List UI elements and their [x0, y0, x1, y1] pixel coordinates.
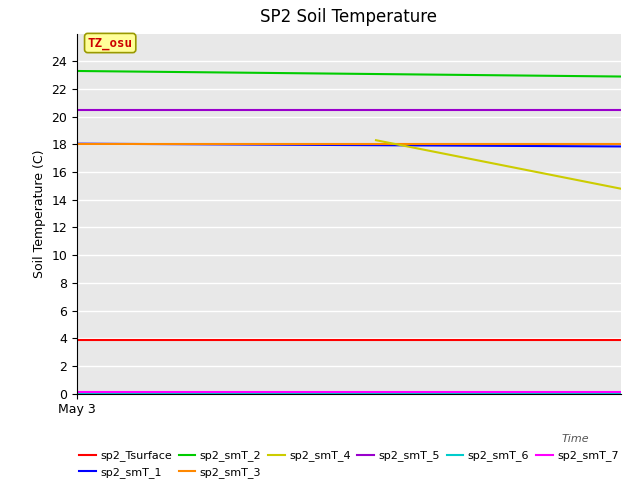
- sp2_smT_4: [372, 137, 380, 143]
- Title: SP2 Soil Temperature: SP2 Soil Temperature: [260, 9, 437, 26]
- Line: sp2_smT_4: sp2_smT_4: [376, 140, 621, 189]
- Text: Time: Time: [561, 434, 589, 444]
- Legend: sp2_Tsurface, sp2_smT_1, sp2_smT_2, sp2_smT_3, sp2_smT_4, sp2_smT_5, sp2_smT_6, : sp2_Tsurface, sp2_smT_1, sp2_smT_2, sp2_…: [74, 446, 623, 480]
- Text: TZ_osu: TZ_osu: [88, 36, 132, 49]
- Y-axis label: Soil Temperature (C): Soil Temperature (C): [33, 149, 45, 278]
- sp2_smT_4: [617, 186, 625, 192]
